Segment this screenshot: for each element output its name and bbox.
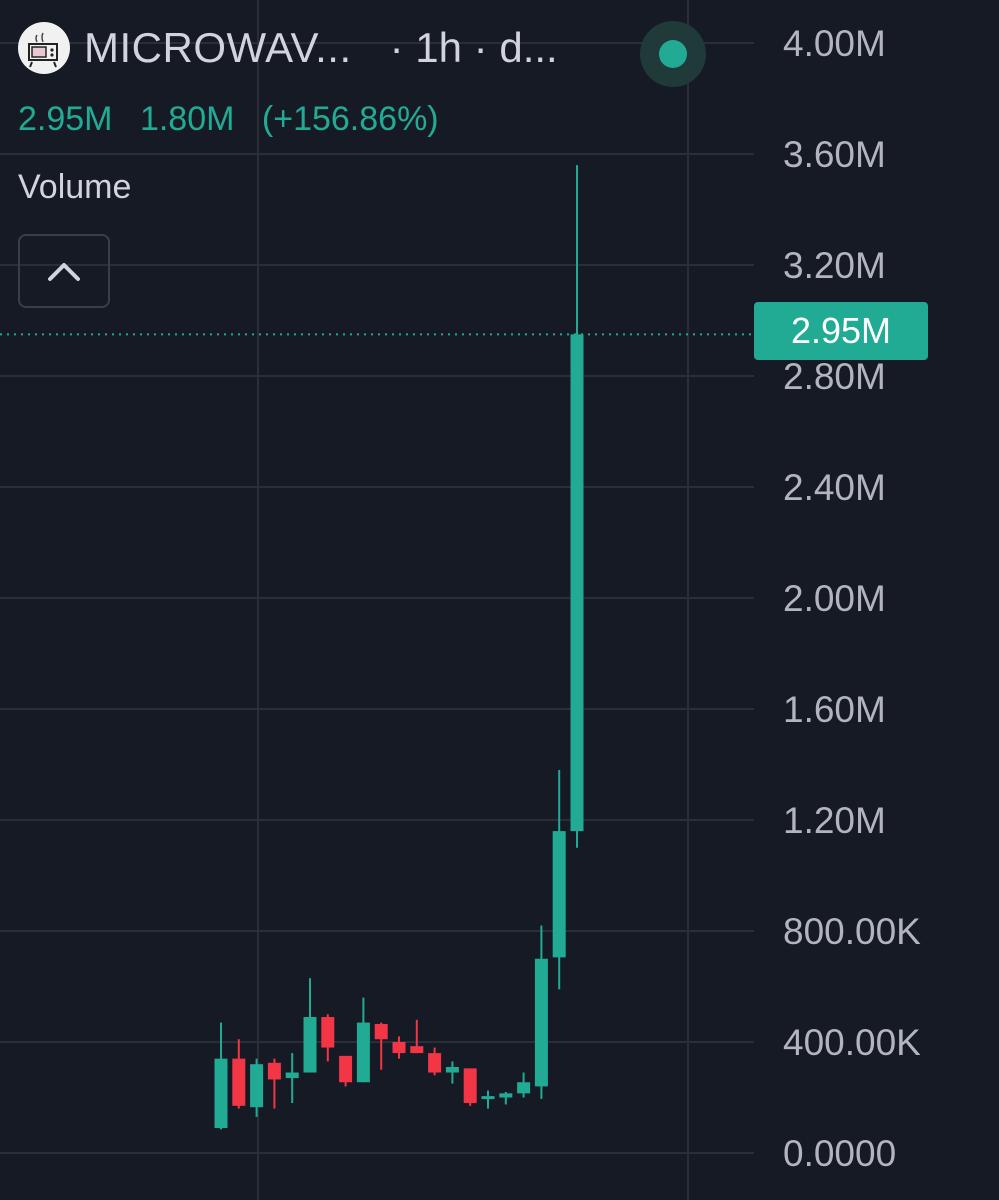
y-axis: 0.0000 400.00K 800.00K 1.20M 1.60M 2.00M 2.40M… <box>783 23 921 1174</box>
candle-body <box>250 1064 264 1108</box>
symbol-name[interactable]: MICROWAV... <box>84 24 352 71</box>
change-value: 1.80M <box>139 100 235 138</box>
candle <box>534 925 548 1099</box>
y-tick-label: 0.0000 <box>783 1133 896 1174</box>
candle-body <box>481 1096 495 1100</box>
study-label: Volume <box>18 168 132 206</box>
candle <box>232 1039 246 1109</box>
candle-body <box>321 1017 335 1048</box>
candle-body <box>214 1058 228 1129</box>
candle <box>445 1061 459 1084</box>
microwave-token-logo-icon[interactable] <box>18 22 70 74</box>
value-readout: 2.95M 1.80M (+156.86%) <box>18 100 439 139</box>
chevron-up-icon <box>48 263 80 281</box>
candle-body <box>463 1068 477 1104</box>
y-tick-label: 1.60M <box>783 689 886 730</box>
y-tick-label: 3.60M <box>783 134 886 175</box>
candle <box>499 1091 513 1105</box>
candle-body <box>534 958 548 1087</box>
y-tick-label: 2.40M <box>783 467 886 508</box>
y-tick-label: 800.00K <box>783 911 921 952</box>
candle <box>463 1068 477 1106</box>
candle <box>552 770 566 990</box>
candle-body <box>552 831 566 958</box>
candle-body <box>445 1066 459 1073</box>
candle-body <box>428 1053 442 1073</box>
live-status-dot-icon <box>659 40 687 68</box>
candle-body <box>499 1093 513 1098</box>
y-tick-label: 1.20M <box>783 800 886 841</box>
chart-grid <box>0 0 754 1200</box>
candle-body <box>392 1042 406 1054</box>
collapse-button[interactable] <box>18 234 110 308</box>
candle <box>356 997 370 1083</box>
candle <box>214 1022 228 1130</box>
live-status-indicator[interactable] <box>640 21 706 87</box>
change-percent: (+156.86%) <box>261 100 439 138</box>
candle <box>392 1036 406 1059</box>
candle-body <box>374 1023 388 1040</box>
candle <box>321 1014 335 1062</box>
candle-body <box>303 1017 317 1073</box>
candle-body <box>339 1055 353 1083</box>
y-tick-label: 3.20M <box>783 245 886 286</box>
candle-body <box>410 1046 424 1054</box>
candle <box>481 1090 495 1109</box>
candle <box>267 1058 281 1109</box>
last-price-label: 2.95M <box>754 302 928 360</box>
y-tick-label: 4.00M <box>783 23 886 64</box>
candle-body <box>570 334 584 832</box>
candle-body <box>285 1072 299 1079</box>
y-tick-label: 2.80M <box>783 356 886 397</box>
candle-series <box>214 165 584 1130</box>
current-value: 2.95M <box>18 100 113 138</box>
candle-body <box>267 1062 281 1080</box>
candle <box>303 978 317 1073</box>
candle-body <box>356 1022 370 1083</box>
candle <box>339 1055 353 1087</box>
candle-body <box>232 1058 246 1106</box>
candle <box>250 1058 264 1117</box>
y-tick-label: 2.00M <box>783 578 886 619</box>
timeframe-label[interactable]: · 1h · d... <box>389 24 558 71</box>
candle <box>517 1072 531 1098</box>
candle <box>410 1019 424 1054</box>
chart-header: MICROWAV... · 1h · d... <box>18 22 558 74</box>
candle <box>428 1047 442 1076</box>
candle <box>285 1053 299 1104</box>
candle <box>570 165 584 848</box>
candle <box>374 1022 388 1070</box>
y-tick-label: 400.00K <box>783 1022 921 1063</box>
candle-body <box>517 1082 531 1094</box>
